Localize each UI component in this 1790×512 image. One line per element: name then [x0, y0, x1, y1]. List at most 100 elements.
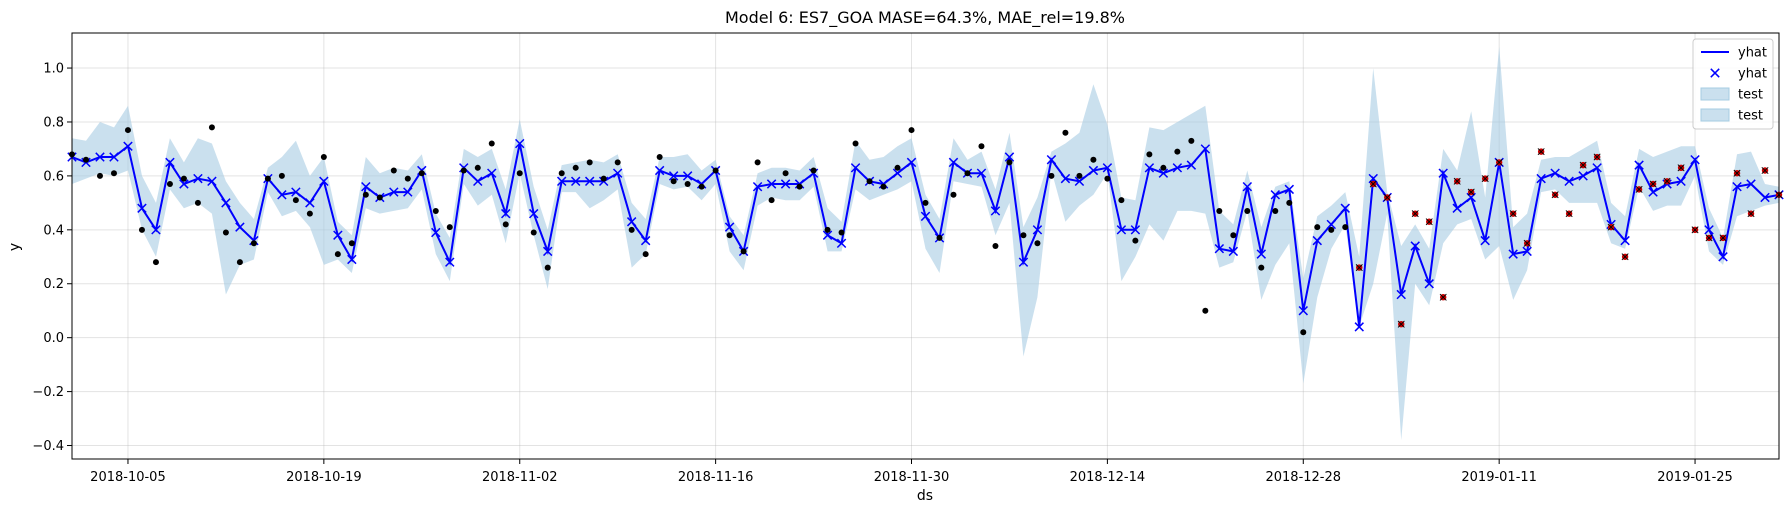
- test-point-marker: [1663, 177, 1671, 185]
- yhat-marker: [1060, 173, 1071, 184]
- legend-label: test: [1738, 88, 1763, 103]
- legend-label: test: [1738, 109, 1763, 124]
- actual-point: [194, 199, 201, 206]
- yhat-marker: [1158, 168, 1169, 178]
- chart-title: Model 6: ES7_GOA MASE=64.3%, MAE_rel=19.…: [725, 8, 1125, 28]
- actual-point: [838, 229, 845, 236]
- yhat-marker: [724, 222, 735, 232]
- yhat-marker: [1032, 225, 1043, 235]
- x-tick-label: 2018-10-05: [90, 470, 166, 485]
- actual-point: [1146, 151, 1153, 158]
- test-point-marker: [1537, 148, 1545, 156]
- actual-point: [1076, 172, 1083, 179]
- y-axis-label: y: [7, 243, 23, 251]
- yhat-marker: [1550, 168, 1560, 178]
- yhat-marker: [1536, 173, 1546, 184]
- actual-point: [1216, 207, 1223, 214]
- yhat-marker: [1326, 219, 1336, 230]
- y-tick-label: 0.4: [43, 223, 64, 238]
- actual-point: [404, 175, 411, 182]
- yhat-marker: [1578, 171, 1588, 181]
- yhat-marker: [95, 152, 105, 162]
- yhat-marker: [347, 254, 357, 265]
- legend-marker-swatch: [1710, 68, 1720, 78]
- actual-point: [292, 197, 299, 204]
- yhat-marker: [528, 208, 539, 219]
- yhat-marker: [431, 227, 441, 238]
- actual-point: [1258, 264, 1265, 271]
- yhat-marker: [1522, 246, 1532, 257]
- actual-point: [362, 191, 369, 198]
- actual-point: [530, 229, 537, 236]
- yhat-marker: [1228, 246, 1239, 257]
- yhat-marker: [1172, 163, 1183, 173]
- actual-point: [992, 243, 999, 249]
- actual-point: [572, 164, 579, 171]
- test-point-marker: [1579, 161, 1587, 169]
- actual-point: [810, 167, 817, 174]
- yhat-marker: [165, 157, 175, 168]
- yhat-marker: [1648, 187, 1658, 197]
- yhat-marker: [668, 171, 679, 181]
- yhat-marker: [1438, 168, 1448, 178]
- yhat-marker: [1732, 181, 1742, 192]
- yhat-marker: [1354, 322, 1364, 332]
- yhat-marker: [1480, 235, 1490, 246]
- yhat-marker: [654, 165, 665, 176]
- actual-point: [978, 143, 985, 150]
- x-tick-label: 2018-11-30: [874, 470, 950, 485]
- actual-point: [208, 124, 215, 131]
- test-point-marker: [1565, 210, 1573, 218]
- actual-point: [152, 259, 159, 266]
- yhat-marker: [123, 141, 133, 151]
- yhat-marker: [1312, 235, 1323, 246]
- actual-point: [740, 248, 747, 255]
- yhat-marker: [1424, 279, 1434, 289]
- actual-point: [1202, 307, 1209, 314]
- yhat-marker: [1452, 203, 1462, 213]
- actual-point: [670, 178, 677, 185]
- yhat-marker: [1718, 252, 1728, 262]
- yhat-marker: [1760, 192, 1770, 203]
- yhat-marker: [850, 163, 861, 173]
- test-point-marker: [1425, 218, 1433, 226]
- yhat-marker: [584, 176, 595, 187]
- uncertainty-band: [72, 46, 1779, 441]
- yhat-marker: [1102, 163, 1113, 173]
- yhat-marker: [612, 168, 623, 178]
- yhat-marker: [1074, 176, 1085, 187]
- yhat-marker: [1186, 160, 1197, 170]
- yhat-marker: [1046, 154, 1057, 165]
- actual-point: [1006, 159, 1013, 166]
- actual-point: [1188, 137, 1195, 144]
- test-point-marker: [1747, 210, 1755, 218]
- actual-point: [1300, 329, 1307, 336]
- yhat-marker: [487, 168, 497, 178]
- actual-points: [69, 124, 1783, 336]
- yhat-marker: [109, 152, 119, 162]
- actual-point: [726, 232, 733, 239]
- x-tick-label: 2019-01-11: [1461, 470, 1537, 485]
- test-point-marker: [1705, 234, 1713, 242]
- x-tick-label: 2018-12-28: [1265, 470, 1341, 485]
- actual-point: [376, 194, 383, 201]
- yhat-marker: [1746, 179, 1756, 189]
- yhat-marker: [976, 168, 987, 178]
- test-point-marker: [1691, 226, 1699, 234]
- yhat-marker: [193, 173, 203, 184]
- y-tick-label: −0.4: [32, 439, 64, 454]
- yhat-marker: [1018, 257, 1029, 267]
- actual-point: [894, 164, 901, 171]
- yhat-marker: [1130, 225, 1141, 235]
- x-tick-label: 2019-01-25: [1657, 470, 1733, 485]
- yhat-marker: [752, 181, 763, 192]
- actual-point: [1314, 224, 1321, 231]
- yhat-marker: [291, 187, 301, 197]
- actual-point: [936, 234, 943, 241]
- actual-point: [138, 226, 145, 233]
- actual-point: [964, 170, 971, 177]
- axes: 2018-10-05 2018-10-19 2018-11-02 2018-11-16…: [32, 32, 1780, 485]
- actual-point: [1090, 156, 1097, 163]
- yhat-marker: [640, 235, 651, 246]
- actual-point: [796, 183, 803, 190]
